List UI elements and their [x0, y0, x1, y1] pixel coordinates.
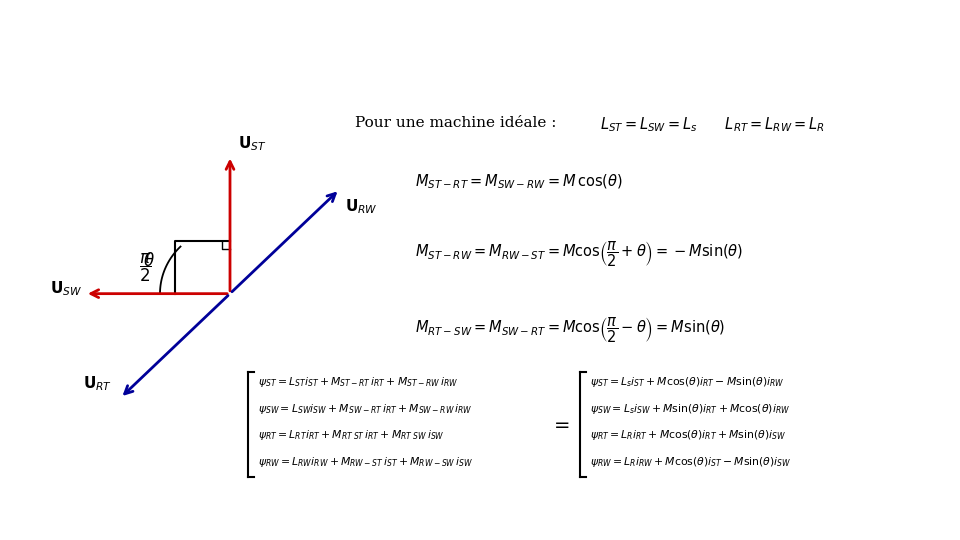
Text: $=$: $=$	[550, 415, 570, 433]
Text: $M_{ST-RT}=M_{SW-RW}=M\,\cos(\theta)$: $M_{ST-RT}=M_{SW-RW}=M\,\cos(\theta)$	[415, 173, 623, 191]
Text: $\mathbf{U}_{RW}$: $\mathbf{U}_{RW}$	[345, 197, 377, 215]
Text: $\psi_{SW}=L_si_{SW}+M\sin(\theta)i_{RT}+M\cos(\theta)i_{RW}$: $\psi_{SW}=L_si_{SW}+M\sin(\theta)i_{RT}…	[590, 402, 790, 416]
Text: $\psi_{RW}=L_Ri_{RW}+M\cos(\theta)i_{ST}-M\sin(\theta)i_{SW}$: $\psi_{RW}=L_Ri_{RW}+M\cos(\theta)i_{ST}…	[590, 455, 791, 469]
Text: Modélisation - Dr Rahmoue Chemseddine: Modélisation - Dr Rahmoue Chemseddine	[504, 508, 861, 521]
Text: Machine électrique généralisée dans le repère naturel: Machine électrique généralisée dans le r…	[24, 39, 574, 59]
Text: $\psi_{ST}=L_{ST}i_{ST}+M_{ST-RT}\,i_{RT}+M_{ST-RW}\,i_{RW}$: $\psi_{ST}=L_{ST}i_{ST}+M_{ST-RT}\,i_{RT…	[258, 375, 458, 389]
Text: $L_{ST}=L_{SW}=L_s \qquad L_{RT}=L_{RW}=L_R$: $L_{ST}=L_{SW}=L_s \qquad L_{RT}=L_{RW}=…	[600, 116, 825, 134]
Text: $\psi_{RT}=L_Ri_{RT}+M\cos(\theta)i_{RT}+M\sin(\theta)i_{SW}$: $\psi_{RT}=L_Ri_{RT}+M\cos(\theta)i_{RT}…	[590, 428, 786, 442]
Text: $\mathbf{U}_{SW}$: $\mathbf{U}_{SW}$	[50, 280, 82, 298]
Text: $\psi_{RT}=L_{RT}i_{RT}+M_{RT\;ST}\,i_{RT}+M_{RT\;SW}\,i_{SW}$: $\psi_{RT}=L_{RT}i_{RT}+M_{RT\;ST}\,i_{R…	[258, 428, 444, 442]
Text: Modèle biphasé de la machine généralisée: Modèle biphasé de la machine généralisée	[528, 39, 958, 59]
Text: $M_{RT-SW}=M_{SW-RT}=M\cos\!\left(\dfrac{\pi}{2}-\theta\right)=M\sin(\theta)$: $M_{RT-SW}=M_{SW-RT}=M\cos\!\left(\dfrac…	[415, 315, 726, 345]
Text: $M_{ST-RW}=M_{RW-ST}=M\cos\!\left(\dfrac{\pi}{2}+\theta\right)=-M\sin(\theta)$: $M_{ST-RW}=M_{RW-ST}=M\cos\!\left(\dfrac…	[415, 239, 743, 269]
Text: $\psi_{RW}=L_{RW}i_{RW}+M_{RW-ST}\,i_{ST}+M_{RW-SW}\,i_{SW}$: $\psi_{RW}=L_{RW}i_{RW}+M_{RW-ST}\,i_{ST…	[258, 455, 473, 469]
Text: http://ch-rahmoune.univ-boumerdes.dz/: http://ch-rahmoune.univ-boumerdes.dz/	[24, 508, 365, 521]
Text: $\psi_{SW}=L_{SW}i_{SW}+M_{SW-RT}\,i_{RT}+M_{SW-RW}\,i_{RW}$: $\psi_{SW}=L_{SW}i_{SW}+M_{SW-RT}\,i_{RT…	[258, 402, 472, 416]
Text: $\mathbf{U}_{ST}$: $\mathbf{U}_{ST}$	[238, 134, 267, 153]
Text: $\psi_{ST}=L_si_{ST}+M\cos(\theta)i_{RT}-M\sin(\theta)i_{RW}$: $\psi_{ST}=L_si_{ST}+M\cos(\theta)i_{RT}…	[590, 375, 784, 389]
Text: Pour une machine idéale :: Pour une machine idéale :	[355, 116, 557, 130]
Text: $\dfrac{\pi}{2}$: $\dfrac{\pi}{2}$	[138, 252, 152, 284]
Text: $\theta$: $\theta$	[143, 252, 155, 270]
Text: $\mathbf{U}_{RT}$: $\mathbf{U}_{RT}$	[84, 374, 112, 393]
